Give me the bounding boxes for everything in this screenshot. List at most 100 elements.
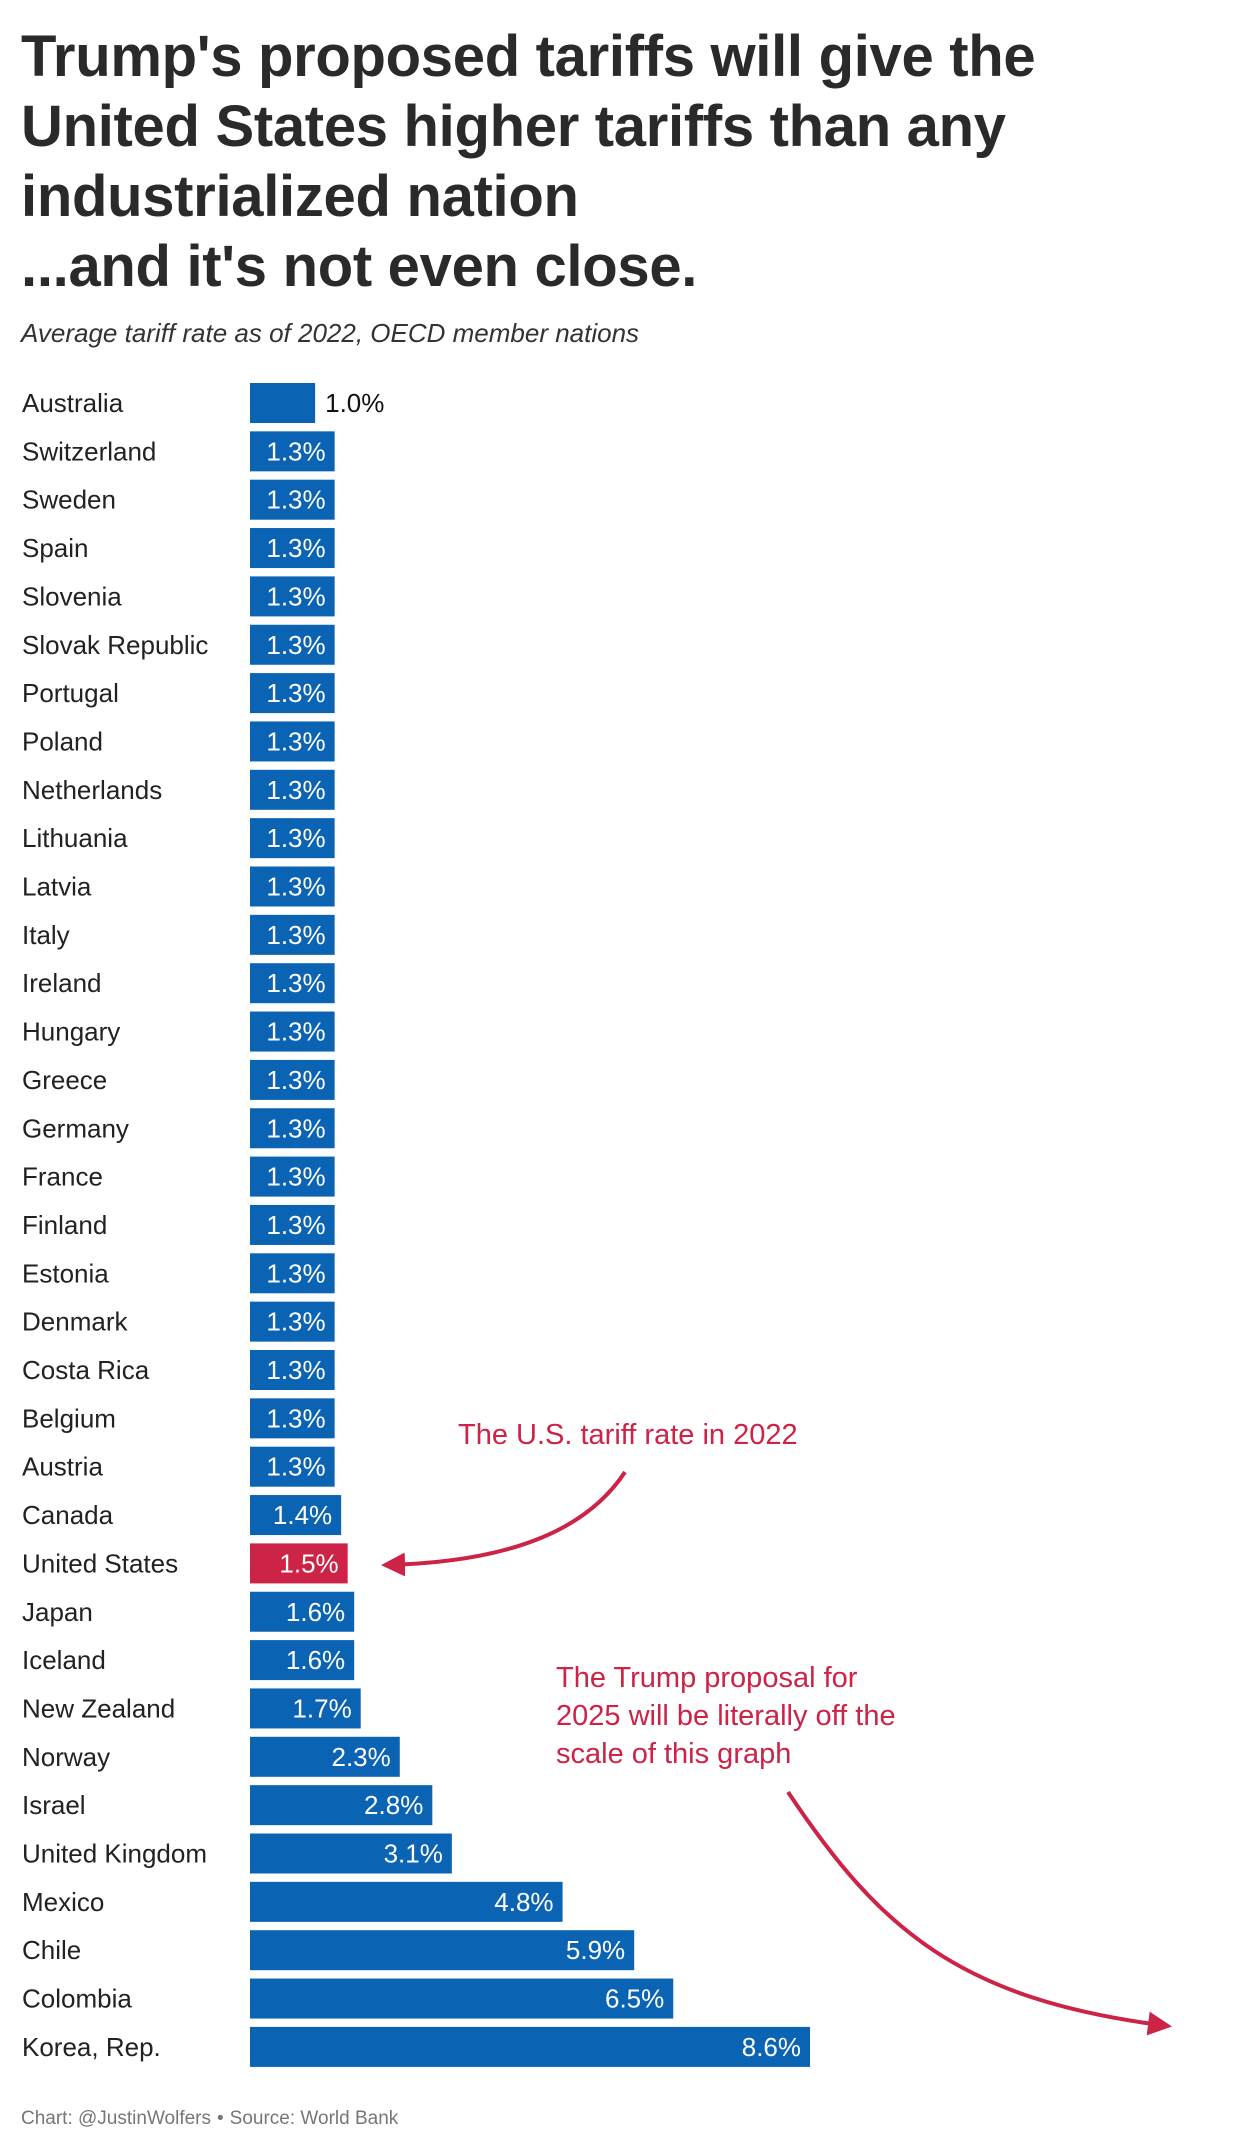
title-line-2: United States higher tariffs than any: [21, 94, 1006, 159]
title-line-4: ...and it's not even close.: [21, 234, 698, 299]
value-label-japan: 1.6%: [286, 1597, 345, 1627]
value-label-norway: 2.3%: [332, 1742, 391, 1772]
value-label-slovenia: 1.3%: [266, 581, 325, 611]
value-label-greece: 1.3%: [266, 1065, 325, 1095]
category-label-denmark: Denmark: [22, 1307, 128, 1337]
value-label-chile: 5.9%: [566, 1935, 625, 1965]
bar-hungary: [250, 1011, 335, 1052]
value-label-canada: 1.4%: [273, 1500, 332, 1530]
bar-france: [250, 1156, 335, 1197]
bar-austria: [250, 1446, 335, 1487]
value-label-austria: 1.3%: [266, 1452, 325, 1482]
category-label-australia: Australia: [22, 388, 124, 418]
value-label-italy: 1.3%: [266, 920, 325, 950]
category-label-germany: Germany: [22, 1113, 129, 1143]
category-label-italy: Italy: [22, 920, 70, 950]
value-label-australia: 1.0%: [325, 388, 384, 418]
category-label-united-kingdom: United Kingdom: [22, 1839, 207, 1869]
category-label-greece: Greece: [22, 1065, 107, 1095]
category-label-slovak-republic: Slovak Republic: [22, 630, 208, 660]
category-label-colombia: Colombia: [22, 1984, 132, 2014]
annotation-us-2022-text: The U.S. tariff rate in 2022: [458, 1419, 798, 1451]
title-line-1: Trump's proposed tariffs will give the: [21, 24, 1036, 89]
value-label-israel: 2.8%: [364, 1790, 423, 1820]
value-label-mexico: 4.8%: [494, 1887, 553, 1917]
bar-slovak-republic: [250, 624, 335, 665]
category-label-mexico: Mexico: [22, 1887, 104, 1917]
value-label-slovak-republic: 1.3%: [266, 630, 325, 660]
bar-chile: [250, 1930, 635, 1971]
category-label-switzerland: Switzerland: [22, 436, 156, 466]
annotation-trump-proposal-line-2: 2025 will be literally off the: [556, 1700, 896, 1732]
value-label-united-states: 1.5%: [279, 1548, 338, 1578]
bar-denmark: [250, 1301, 335, 1342]
category-label-japan: Japan: [22, 1597, 93, 1627]
bar-spain: [250, 528, 335, 569]
bar-greece: [250, 1059, 335, 1100]
bar-australia: [250, 383, 316, 423]
bar-new-zealand: [250, 1688, 361, 1729]
value-label-poland: 1.3%: [266, 726, 325, 756]
annotation-trump-proposal-line-3: scale of this graph: [556, 1738, 791, 1770]
category-label-france: France: [22, 1162, 103, 1192]
value-label-colombia: 6.5%: [605, 1984, 664, 2014]
value-label-estonia: 1.3%: [266, 1258, 325, 1288]
value-label-france: 1.3%: [266, 1162, 325, 1192]
bar-finland: [250, 1204, 335, 1245]
bar-canada: [250, 1495, 342, 1536]
category-label-iceland: Iceland: [22, 1645, 106, 1675]
annotation-trump-proposal-arrow: [786, 1790, 1172, 2036]
bar-ireland: [250, 963, 335, 1004]
annotation-trump-proposal-line-1: The Trump proposal for: [556, 1662, 858, 1694]
bar-iceland: [250, 1640, 355, 1681]
annotation-trump-proposal-text: The Trump proposal for 2025 will be liter…: [556, 1662, 896, 1770]
bar-estonia: [250, 1253, 335, 1294]
bar-sweden: [250, 479, 335, 520]
category-label-sweden: Sweden: [22, 485, 116, 515]
category-label-costa-rica: Costa Rica: [22, 1355, 150, 1385]
value-label-costa-rica: 1.3%: [266, 1355, 325, 1385]
value-label-germany: 1.3%: [266, 1113, 325, 1143]
value-label-korea-rep: 8.6%: [742, 2032, 801, 2062]
value-label-denmark: 1.3%: [266, 1307, 325, 1337]
bar-latvia: [250, 866, 335, 907]
value-label-ireland: 1.3%: [266, 968, 325, 998]
chart-credit: Chart: @JustinWolfers: [21, 2108, 211, 2129]
bar-poland: [250, 721, 335, 762]
category-label-netherlands: Netherlands: [22, 775, 162, 805]
category-label-korea-rep: Korea, Rep.: [22, 2032, 161, 2062]
bar-belgium: [250, 1398, 335, 1439]
category-label-israel: Israel: [22, 1790, 86, 1820]
bar-mexico: [250, 1881, 563, 1922]
category-label-lithuania: Lithuania: [22, 823, 128, 853]
value-label-belgium: 1.3%: [266, 1403, 325, 1433]
footer-separator: •: [217, 2108, 224, 2129]
chart-title: Trump's proposed tariffs will give the U…: [21, 22, 1211, 302]
annotation-us-2022-arrow: [381, 1470, 627, 1577]
value-label-new-zealand: 1.7%: [292, 1693, 351, 1723]
value-label-united-kingdom: 3.1%: [384, 1839, 443, 1869]
category-label-belgium: Belgium: [22, 1403, 116, 1433]
chart-footer: Chart: @JustinWolfers • Source: World Bank: [21, 2108, 398, 2130]
category-label-austria: Austria: [22, 1452, 103, 1482]
bar-norway: [250, 1736, 400, 1777]
value-label-portugal: 1.3%: [266, 678, 325, 708]
category-label-ireland: Ireland: [22, 968, 102, 998]
title-line-3: industrialized nation: [21, 164, 579, 229]
chart-subtitle: Average tariff rate as of 2022, OECD mem…: [21, 318, 640, 348]
category-label-latvia: Latvia: [22, 872, 92, 902]
bar-slovenia: [250, 576, 335, 617]
bar-japan: [250, 1591, 355, 1632]
category-label-chile: Chile: [22, 1935, 81, 1965]
bar-netherlands: [250, 769, 335, 810]
bar-lithuania: [250, 818, 335, 859]
value-label-iceland: 1.6%: [286, 1645, 345, 1675]
category-label-finland: Finland: [22, 1210, 107, 1240]
category-label-slovenia: Slovenia: [22, 581, 122, 611]
category-label-canada: Canada: [22, 1500, 114, 1530]
bar-switzerland: [250, 431, 335, 472]
value-label-hungary: 1.3%: [266, 1017, 325, 1047]
category-label-poland: Poland: [22, 726, 103, 756]
bar-colombia: [250, 1978, 674, 2019]
